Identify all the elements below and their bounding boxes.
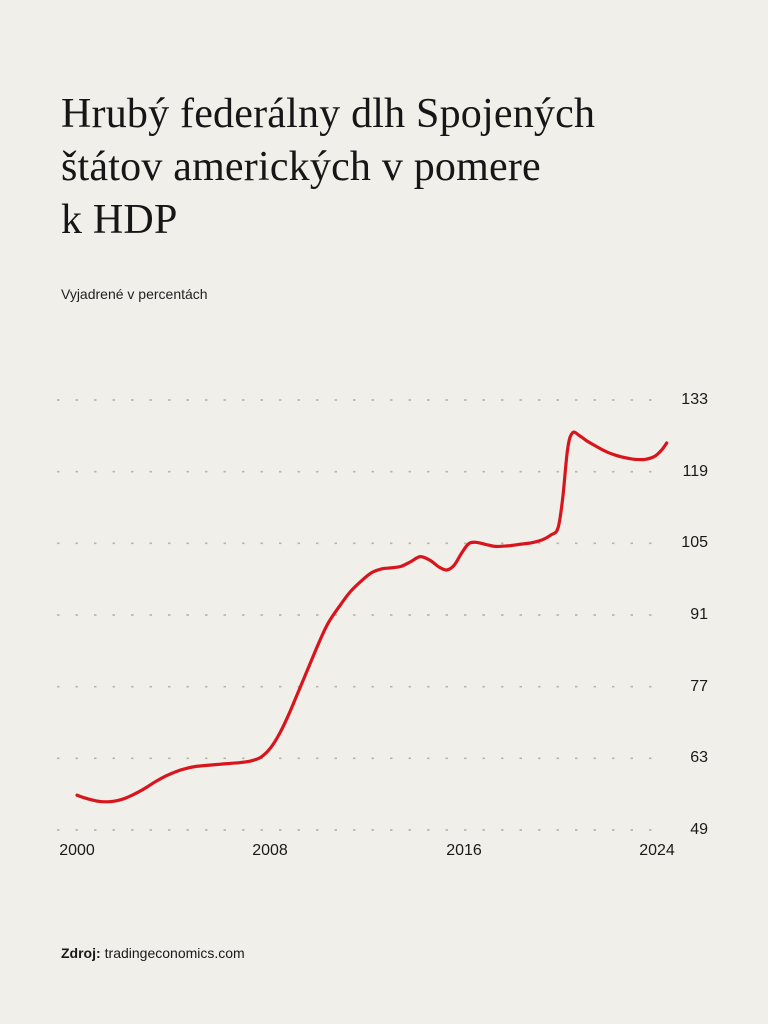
source-label: Zdroj: (61, 945, 101, 961)
y-axis-label: 63 (690, 749, 708, 766)
source-value: tradingeconomics.com (104, 945, 245, 961)
chart-subtitle: Vyjadrené v percentách (61, 286, 208, 302)
y-axis-label: 77 (690, 678, 708, 695)
x-axis-label: 2016 (446, 842, 482, 859)
debt-to-gdp-line (75, 430, 669, 804)
source-note: Zdroj: tradingeconomics.com (61, 945, 245, 962)
chart-title-line-3: k HDP (61, 197, 178, 243)
y-axis-label: 105 (681, 534, 708, 551)
chart-title-line-2: štátov amerických v pomere (61, 144, 541, 190)
x-axis-label: 2024 (639, 842, 675, 859)
chart-title-line-1: Hrubý federálny dlh Spojených (61, 91, 596, 137)
chart-title: Hrubý federálny dlh Spojených štátov ame… (61, 88, 721, 247)
y-axis-label: 91 (690, 606, 708, 623)
x-axis-label: 2008 (252, 842, 288, 859)
y-axis-label: 49 (690, 821, 708, 838)
y-axis-label: 133 (681, 391, 708, 408)
x-axis-label: 2000 (59, 842, 95, 859)
y-axis-label: 119 (682, 463, 708, 480)
chart-header: Hrubý federálny dlh Spojených štátov ame… (61, 88, 721, 247)
